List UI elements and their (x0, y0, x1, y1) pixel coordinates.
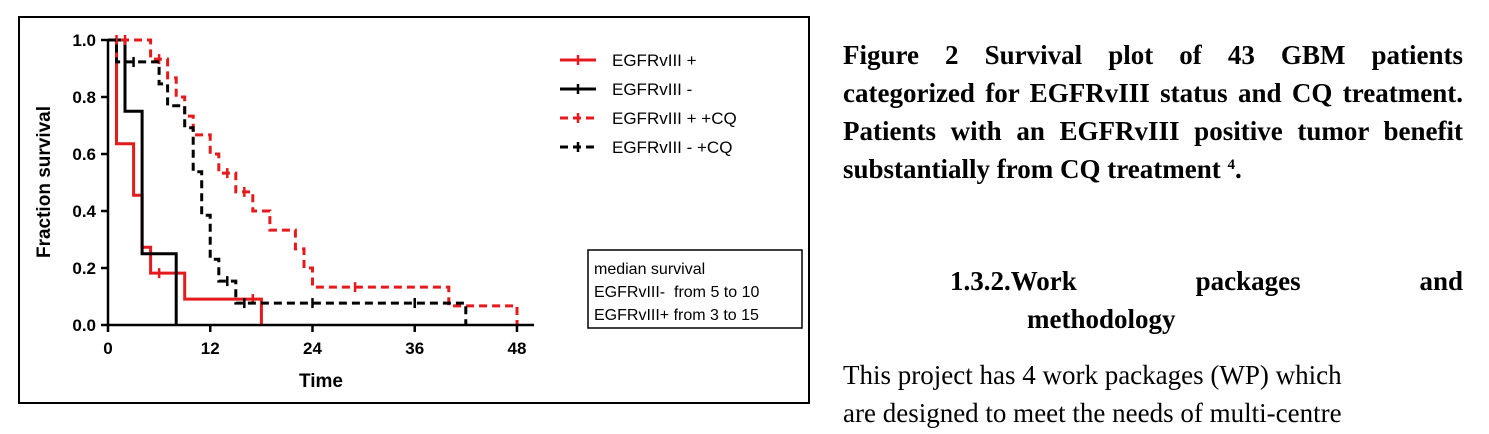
y-tick-label: 1.0 (72, 31, 96, 50)
x-tick-label: 12 (201, 339, 220, 358)
series-line-1 (108, 38, 263, 325)
annotation-line-3: EGFRvIII+ from 3 to 15 (594, 307, 759, 324)
section-title-word-1: Work (1010, 266, 1077, 296)
annotation-line-2: EGFRvIII- from 5 to 10 (594, 284, 759, 301)
y-tick-label: 0.6 (72, 145, 96, 164)
body-paragraph: This project has 4 work packages (WP) wh… (843, 356, 1473, 432)
x-tick-label: 24 (303, 339, 322, 358)
x-axis-label: Time (299, 371, 343, 392)
series-line-4 (108, 38, 468, 325)
section-heading: 1.3.2.Work packages and methodology (950, 262, 1463, 338)
caption-label: Figure 2 (843, 40, 959, 70)
section-title-word-3: and (1419, 266, 1463, 296)
section-number-and-word-1: 1.3.2.Work (950, 262, 1077, 300)
median-survival-box: median survival EGFRvIII- from 5 to 10 E… (587, 249, 803, 329)
chart-ticks: 0 12 24 36 48 0.0 0.2 0.4 0.6 0.8 1.0 (72, 31, 526, 358)
x-tick-label: 48 (507, 339, 526, 358)
legend-label-4: EGFRvIII - +CQ (612, 138, 732, 157)
chart-axes (106, 40, 534, 327)
caption-citation: 4 (1227, 157, 1235, 173)
y-axis-label: Fraction survival (34, 106, 55, 258)
section-title-word-2: packages (1195, 266, 1301, 296)
x-tick-label: 36 (405, 339, 424, 358)
y-tick-label: 0.4 (72, 202, 96, 221)
caption-end: . (1234, 154, 1242, 184)
legend-label-2: EGFRvIII - (612, 80, 692, 99)
caption-text: Survival plot of 43 GBM patients categor… (843, 40, 1463, 184)
section-title-line-2: methodology (1027, 304, 1176, 334)
figure-caption: Figure 2 Survival plot of 43 GBM patient… (843, 36, 1463, 188)
series-line-2 (108, 38, 178, 325)
section-number: 1.3.2. (950, 266, 1011, 296)
survival-chart: 0 12 24 36 48 0.0 0.2 0.4 0.6 0.8 1.0 Fraction sur… (34, 31, 803, 392)
plot-lines (108, 35, 519, 325)
y-tick-label: 0.0 (72, 316, 96, 335)
body-line-2: are designed to meet the needs of multi-… (843, 398, 1342, 428)
series-line-3 (108, 38, 519, 325)
x-tick-label: 0 (103, 339, 112, 358)
figure-frame: 0 12 24 36 48 0.0 0.2 0.4 0.6 0.8 1.0 Fraction sur… (18, 16, 810, 404)
annotation-line-1: median survival (594, 261, 705, 278)
chart-legend: EGFRvIII + EGFRvIII - EGFRvIII + +CQ EGFRvI… (560, 51, 737, 157)
annotation-border (587, 249, 803, 329)
legend-label-3: EGFRvIII + +CQ (612, 109, 737, 128)
y-tick-label: 0.8 (72, 88, 96, 107)
legend-label-1: EGFRvIII + (612, 51, 697, 70)
y-tick-label: 0.2 (72, 259, 96, 278)
body-line-1: This project has 4 work packages (WP) wh… (843, 360, 1342, 390)
